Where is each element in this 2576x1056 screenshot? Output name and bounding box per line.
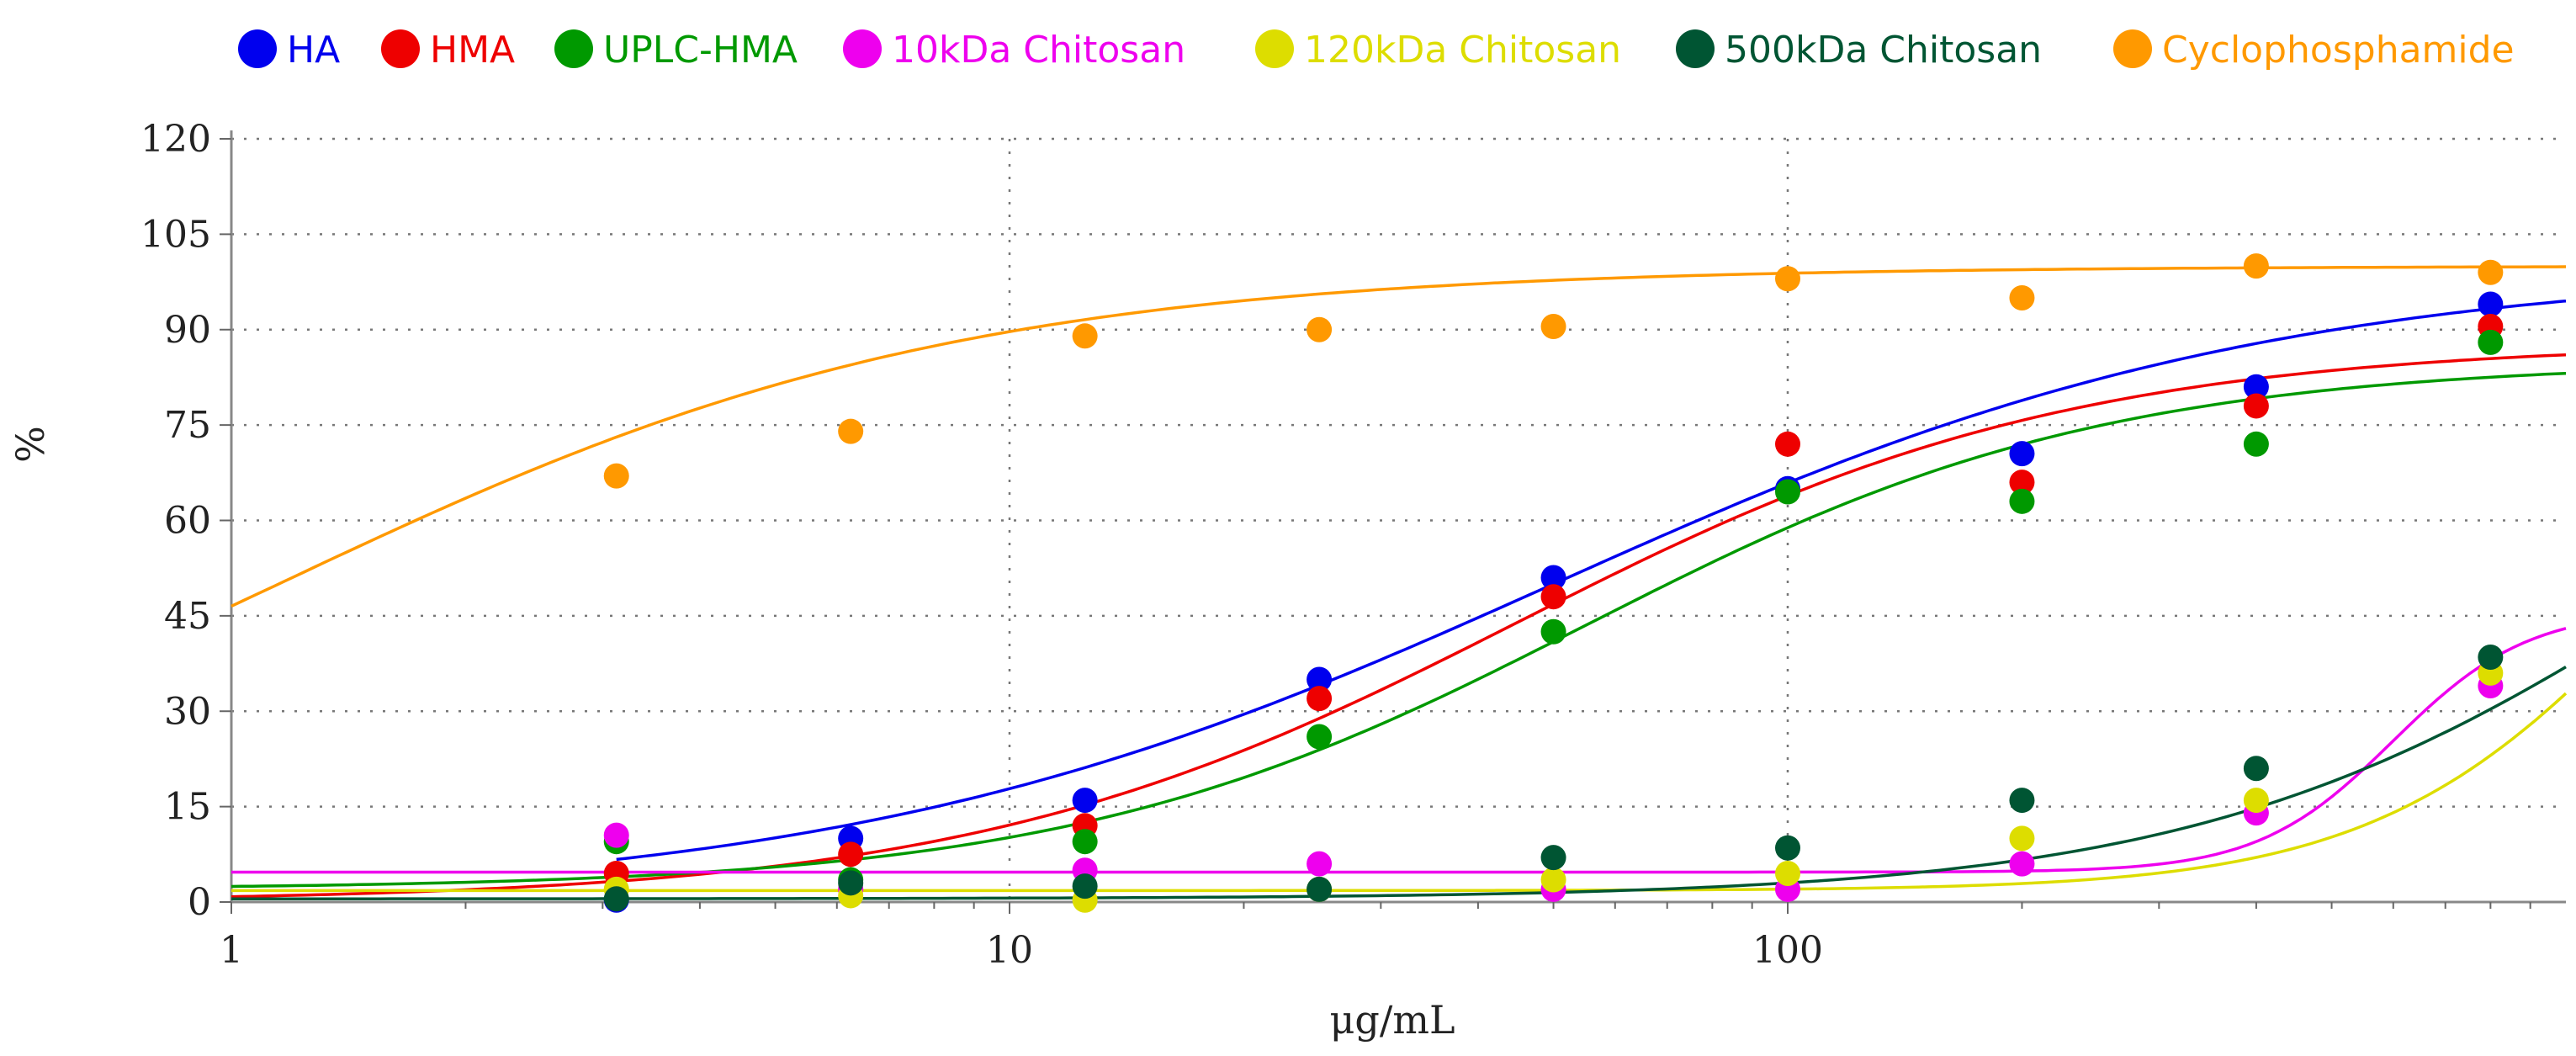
point-hma: [1540, 584, 1566, 610]
x-tick-label: 1: [220, 929, 243, 972]
legend-label: HA: [287, 29, 340, 72]
point-120kda-chitosan: [2243, 788, 2269, 814]
point-cyclophosphamide: [2478, 259, 2504, 285]
point-cyclophosphamide: [2243, 253, 2269, 279]
legend-item-ha: HA: [238, 29, 340, 72]
fit-curve-ha: [616, 299, 2567, 862]
point-uplc-hma: [1540, 618, 1566, 645]
point-500kda-chitosan: [2478, 645, 2504, 671]
x-axis-label: μg/mL: [1329, 997, 1455, 1043]
point-hma: [2009, 470, 2035, 496]
point-cyclophosphamide: [1072, 323, 1098, 349]
point-ha: [1540, 565, 1566, 591]
fit-curve-10kda-chitosan: [231, 627, 2567, 874]
point-120kda-chitosan: [1775, 860, 1800, 886]
y-tick-label: 105: [140, 213, 211, 256]
point-ha: [2478, 291, 2504, 317]
point-cyclophosphamide: [838, 418, 864, 444]
point-hma: [1307, 686, 1333, 712]
legend-label: 10kDa Chitosan: [892, 29, 1185, 72]
y-tick-label: 0: [188, 881, 211, 924]
fit-curve-cyclophosphamide: [231, 265, 2567, 608]
legend-label: 500kDa Chitosan: [1725, 29, 2042, 72]
point-500kda-chitosan: [1775, 835, 1800, 861]
legend-item-10kda-chitosan: 10kDa Chitosan: [843, 29, 1185, 72]
fit-curve-120kda-chitosan: [231, 692, 2568, 893]
x-tick-label: 100: [1752, 929, 1823, 972]
point-cyclophosphamide: [1540, 313, 1566, 339]
legend: HA HMA UPLC-HMA 10kDa Chitosan 120kDa Chitos…: [238, 29, 2515, 72]
x-tick-label: 10: [986, 929, 1033, 972]
legend-label: UPLC-HMA: [603, 29, 798, 72]
legend-marker: [1255, 29, 1294, 68]
point-uplc-hma: [1072, 829, 1098, 855]
y-tick-label: 60: [164, 500, 211, 543]
legend-label: Cyclophosphamide: [2162, 29, 2515, 72]
y-axis-label: %: [8, 426, 53, 463]
y-tick-label: 120: [140, 118, 211, 161]
point-500kda-chitosan: [2009, 788, 2035, 814]
legend-marker: [2113, 29, 2152, 68]
point-500kda-chitosan: [2243, 756, 2269, 782]
legend-marker: [554, 29, 593, 68]
point-ha: [2009, 441, 2035, 467]
point-cyclophosphamide: [1775, 266, 1800, 292]
y-tick-label: 30: [164, 690, 211, 733]
fit-curve-hma: [231, 353, 2567, 899]
point-uplc-hma: [2243, 431, 2269, 457]
legend-label: 120kDa Chitosan: [1304, 29, 1621, 72]
point-500kda-chitosan: [603, 886, 629, 912]
point-ha: [2243, 374, 2269, 400]
legend-marker: [843, 29, 882, 68]
point-10kda-chitosan: [1307, 851, 1333, 877]
fit-curves: [231, 265, 2568, 900]
point-120kda-chitosan: [2009, 825, 2035, 852]
point-cyclophosphamide: [603, 463, 629, 489]
legend-label: HMA: [430, 29, 515, 72]
point-hma: [2243, 393, 2269, 419]
legend-item-uplc-hma: UPLC-HMA: [554, 29, 798, 72]
legend-marker: [381, 29, 420, 68]
y-tick-label: 15: [164, 786, 211, 829]
point-cyclophosphamide: [1307, 316, 1333, 342]
point-uplc-hma: [1307, 724, 1333, 750]
point-500kda-chitosan: [838, 870, 864, 896]
point-10kda-chitosan: [603, 822, 629, 848]
y-tick-label: 90: [164, 309, 211, 352]
grid: [231, 137, 2566, 902]
point-500kda-chitosan: [1307, 876, 1333, 902]
legend-item-500kda-chitosan: 500kDa Chitosan: [1676, 29, 2042, 72]
point-uplc-hma: [2478, 329, 2504, 355]
legend-marker: [238, 29, 277, 68]
point-uplc-hma: [1775, 479, 1800, 505]
legend-item-cyclophosphamide: Cyclophosphamide: [2113, 29, 2515, 72]
point-500kda-chitosan: [1540, 845, 1566, 871]
point-uplc-hma: [2009, 488, 2035, 514]
y-tick-label: 45: [164, 595, 211, 638]
point-120kda-chitosan: [1540, 867, 1566, 893]
data-points: [603, 253, 2504, 913]
legend-item-hma: HMA: [381, 29, 515, 72]
point-cyclophosphamide: [2009, 284, 2035, 310]
point-500kda-chitosan: [1072, 873, 1098, 899]
point-ha: [1307, 666, 1333, 693]
legend-item-120kda-chitosan: 120kDa Chitosan: [1255, 29, 1621, 72]
point-hma: [1775, 431, 1800, 457]
point-10kda-chitosan: [2009, 851, 2035, 877]
point-ha: [1072, 788, 1098, 814]
point-hma: [838, 841, 864, 868]
y-tick-label: 75: [164, 404, 211, 447]
legend-marker: [1676, 29, 1715, 68]
